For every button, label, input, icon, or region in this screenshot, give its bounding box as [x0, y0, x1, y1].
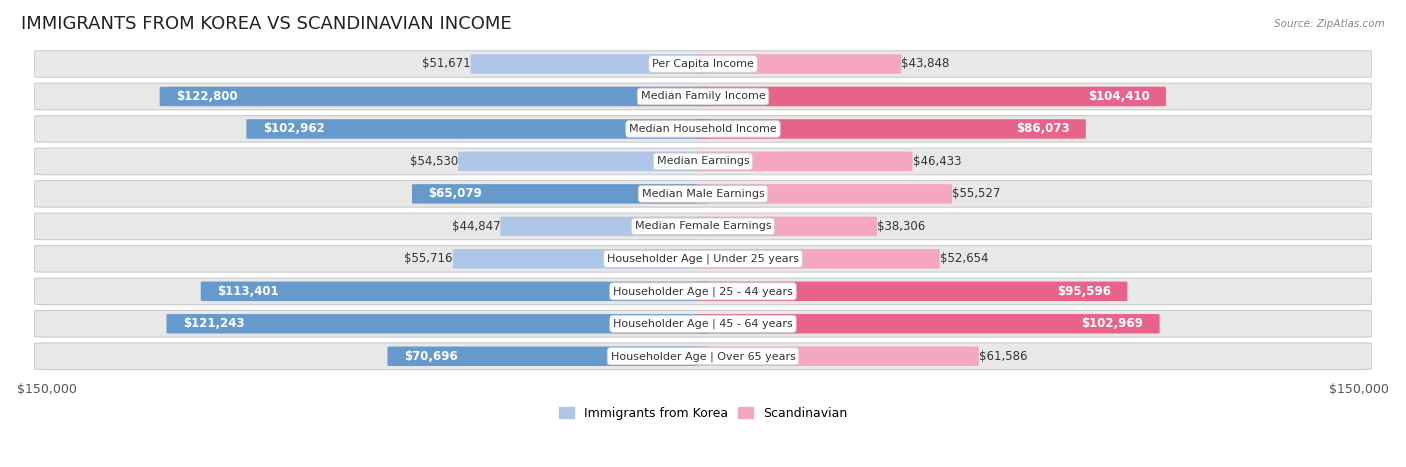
- Text: $104,410: $104,410: [1088, 90, 1150, 103]
- FancyBboxPatch shape: [160, 87, 710, 106]
- FancyBboxPatch shape: [246, 119, 710, 139]
- FancyBboxPatch shape: [696, 347, 979, 366]
- FancyBboxPatch shape: [696, 249, 939, 269]
- FancyBboxPatch shape: [166, 314, 710, 333]
- FancyBboxPatch shape: [412, 184, 710, 204]
- Text: $70,696: $70,696: [404, 350, 457, 363]
- Text: $113,401: $113,401: [217, 285, 278, 298]
- Text: $121,243: $121,243: [183, 317, 245, 330]
- Text: IMMIGRANTS FROM KOREA VS SCANDINAVIAN INCOME: IMMIGRANTS FROM KOREA VS SCANDINAVIAN IN…: [21, 15, 512, 33]
- Text: $95,596: $95,596: [1057, 285, 1111, 298]
- Legend: Immigrants from Korea, Scandinavian: Immigrants from Korea, Scandinavian: [554, 402, 852, 425]
- Text: $122,800: $122,800: [176, 90, 238, 103]
- FancyBboxPatch shape: [696, 54, 901, 74]
- Text: Householder Age | Over 65 years: Householder Age | Over 65 years: [610, 351, 796, 361]
- FancyBboxPatch shape: [34, 83, 1372, 110]
- FancyBboxPatch shape: [696, 282, 1128, 301]
- Text: Median Female Earnings: Median Female Earnings: [634, 221, 772, 231]
- Text: $102,969: $102,969: [1081, 317, 1143, 330]
- Text: $55,716: $55,716: [405, 252, 453, 265]
- Text: Median Household Income: Median Household Income: [628, 124, 778, 134]
- Text: Householder Age | Under 25 years: Householder Age | Under 25 years: [607, 254, 799, 264]
- FancyBboxPatch shape: [34, 116, 1372, 142]
- FancyBboxPatch shape: [696, 119, 1085, 139]
- FancyBboxPatch shape: [696, 152, 912, 171]
- Text: $44,847: $44,847: [451, 220, 501, 233]
- Text: $54,530: $54,530: [411, 155, 458, 168]
- Text: $86,073: $86,073: [1015, 122, 1070, 135]
- FancyBboxPatch shape: [501, 217, 710, 236]
- Text: Householder Age | 25 - 44 years: Householder Age | 25 - 44 years: [613, 286, 793, 297]
- FancyBboxPatch shape: [201, 282, 710, 301]
- Text: $55,527: $55,527: [952, 187, 1001, 200]
- FancyBboxPatch shape: [696, 314, 1160, 333]
- Text: $51,671: $51,671: [422, 57, 471, 71]
- FancyBboxPatch shape: [696, 217, 877, 236]
- Text: $102,962: $102,962: [263, 122, 325, 135]
- FancyBboxPatch shape: [34, 246, 1372, 272]
- Text: Source: ZipAtlas.com: Source: ZipAtlas.com: [1274, 19, 1385, 28]
- Text: Householder Age | 45 - 64 years: Householder Age | 45 - 64 years: [613, 318, 793, 329]
- Text: $38,306: $38,306: [877, 220, 925, 233]
- Text: $46,433: $46,433: [912, 155, 962, 168]
- FancyBboxPatch shape: [471, 54, 710, 74]
- FancyBboxPatch shape: [388, 347, 710, 366]
- Text: $65,079: $65,079: [429, 187, 482, 200]
- FancyBboxPatch shape: [696, 184, 952, 204]
- FancyBboxPatch shape: [453, 249, 710, 269]
- Text: $43,848: $43,848: [901, 57, 949, 71]
- FancyBboxPatch shape: [34, 181, 1372, 207]
- Text: Median Earnings: Median Earnings: [657, 156, 749, 166]
- Text: $52,654: $52,654: [939, 252, 988, 265]
- FancyBboxPatch shape: [34, 278, 1372, 304]
- Text: Per Capita Income: Per Capita Income: [652, 59, 754, 69]
- FancyBboxPatch shape: [696, 87, 1166, 106]
- FancyBboxPatch shape: [458, 152, 710, 171]
- FancyBboxPatch shape: [34, 51, 1372, 78]
- FancyBboxPatch shape: [34, 343, 1372, 369]
- Text: $61,586: $61,586: [979, 350, 1028, 363]
- FancyBboxPatch shape: [34, 148, 1372, 175]
- Text: Median Family Income: Median Family Income: [641, 92, 765, 101]
- Text: Median Male Earnings: Median Male Earnings: [641, 189, 765, 199]
- FancyBboxPatch shape: [34, 213, 1372, 240]
- FancyBboxPatch shape: [34, 311, 1372, 337]
